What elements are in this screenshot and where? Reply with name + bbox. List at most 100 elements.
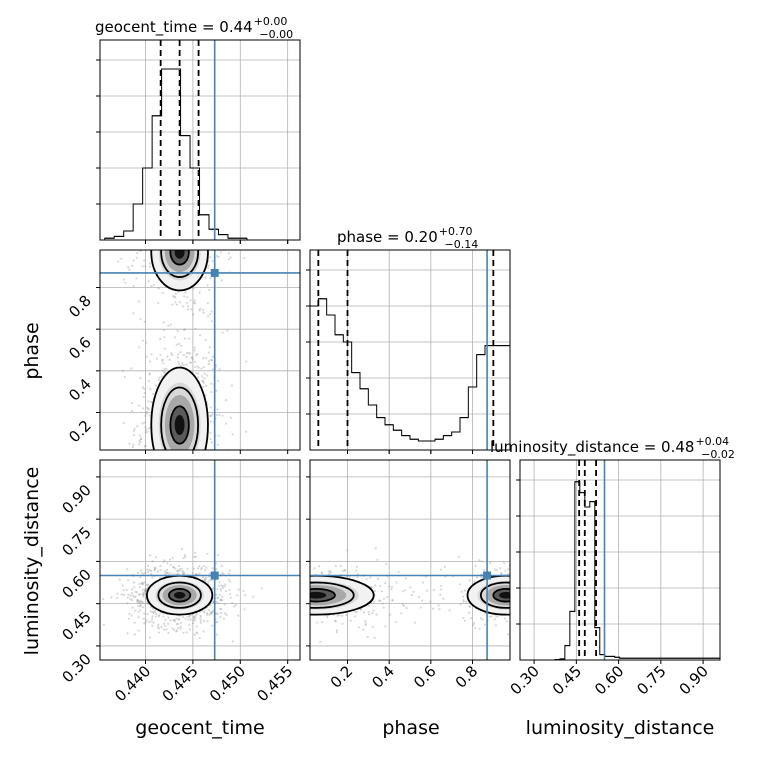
sample-point-luminosity_distance_vs_phase-1-184 (514, 598, 516, 600)
hist-frame-geocent_time (99, 39, 301, 241)
sample-point-luminosity_distance_vs_phase-1-222 (513, 600, 515, 602)
sample-point-luminosity_distance_vs_geocent_time-0-612 (137, 571, 140, 575)
contour-luminosity_distance_vs_geocent_time-0-2 (168, 587, 192, 603)
sample-point-phase_vs_geocent_time-0-601 (128, 470, 130, 472)
sample-point-luminosity_distance_vs_geocent_time-0-196 (171, 627, 174, 630)
sample-point-phase_vs_geocent_time-0-45 (175, 343, 178, 346)
sample-point-phase_vs_geocent_time-1-306 (181, 305, 184, 308)
sample-point-phase_vs_geocent_time-1-237 (178, 247, 180, 249)
truth-marker-luminosity_distance_vs_phase (483, 571, 492, 580)
sample-point-luminosity_distance_vs_geocent_time-0-710 (143, 581, 147, 584)
sample-point-phase_vs_geocent_time-0-54 (136, 425, 139, 428)
sample-point-phase_vs_geocent_time-0-525 (148, 457, 150, 459)
sample-point-luminosity_distance_vs_phase-0-37 (241, 597, 243, 599)
sample-point-phase_vs_geocent_time-1-404 (181, 208, 183, 210)
sample-point-luminosity_distance_vs_phase-1-51 (527, 591, 529, 593)
sample-point-luminosity_distance_vs_phase-1-169 (460, 590, 464, 593)
sample-point-luminosity_distance_vs_geocent_time-0-6 (166, 562, 169, 565)
sample-point-luminosity_distance_vs_geocent_time-0-550 (140, 582, 143, 585)
sample-point-luminosity_distance_vs_phase-1-168 (523, 627, 525, 629)
sample-point-luminosity_distance_vs_phase-0-395 (329, 571, 332, 574)
sample-point-luminosity_distance_vs_phase-1-300 (515, 571, 517, 573)
sample-point-luminosity_distance_vs_geocent_time-0-544 (199, 616, 202, 620)
sample-point-luminosity_distance_vs_phase-0-210 (349, 619, 352, 622)
sample-point-luminosity_distance_vs_geocent_time-0-275 (181, 570, 184, 573)
sample-point-luminosity_distance_vs_geocent_time-0-609 (141, 583, 144, 586)
sample-point-luminosity_distance_vs_geocent_time-0-58 (180, 567, 183, 570)
sample-point-phase_vs_geocent_time-1-263 (215, 142, 217, 144)
sample-point-luminosity_distance_vs_phase-1-109 (524, 571, 526, 573)
sample-point-luminosity_distance_vs_phase-1-45 (473, 580, 476, 583)
sample-point-luminosity_distance_vs_phase-1-354 (562, 558, 564, 560)
sample-point-luminosity_distance_vs_phase-0-163 (293, 621, 295, 623)
sample-point-luminosity_distance_vs_geocent_time-0-129 (126, 602, 129, 605)
sample-point-phase_vs_geocent_time-1-183 (150, 214, 152, 216)
contour-phase_vs_geocent_time-1-1 (160, 250, 199, 278)
sample-point-luminosity_distance_vs_phase-1-226 (496, 615, 499, 618)
sample-point-phase_vs_geocent_time-0-333 (131, 446, 134, 449)
sample-point-luminosity_distance_vs_geocent_time-0-565 (215, 600, 218, 604)
sample-point-phase_vs_geocent_time-0-147 (189, 361, 192, 364)
sample-point-phase_vs_geocent_time-1-78 (184, 218, 186, 220)
sample-point-phase_vs_geocent_time-0-250 (157, 379, 160, 382)
sample-point-luminosity_distance_vs_phase-0-162 (294, 585, 296, 587)
sample-point-luminosity_distance_vs_phase-1-111 (523, 601, 525, 603)
sample-point-luminosity_distance_vs_geocent_time-0-66 (138, 593, 141, 596)
sample-point-luminosity_distance_vs_phase-1-194 (515, 574, 517, 576)
sample-point-luminosity_distance_vs_geocent_time-0-406 (150, 569, 153, 573)
sample-point-phase_vs_geocent_time-1-190 (185, 217, 187, 219)
sample-point-luminosity_distance_vs_geocent_time-0-310 (145, 583, 148, 587)
sample-point-luminosity_distance_vs_geocent_time-0-696 (215, 633, 219, 636)
sample-point-luminosity_distance_vs_geocent_time-0-332 (142, 593, 146, 596)
sample-point-luminosity_distance_vs_phase-1-240 (483, 568, 486, 572)
tick-label-x-p2-2: 0.6 (410, 662, 440, 692)
sample-point-luminosity_distance_vs_geocent_time-0-192 (220, 599, 223, 602)
sample-point-luminosity_distance_vs_phase-0-363 (357, 626, 361, 629)
sample-point-luminosity_distance_vs_phase-1-311 (578, 606, 580, 608)
sample-point-luminosity_distance_vs_phase-1-172 (534, 616, 536, 618)
sample-point-phase_vs_geocent_time-1-343 (120, 257, 123, 260)
sample-point-phase_vs_geocent_time-0-132 (167, 464, 169, 466)
sample-point-luminosity_distance_vs_phase-1-171 (493, 618, 497, 621)
sample-point-luminosity_distance_vs_geocent_time-0-628 (141, 600, 144, 604)
sample-point-phase_vs_geocent_time-0-371 (165, 367, 168, 370)
sample-point-luminosity_distance_vs_phase-1-22 (527, 601, 529, 603)
sample-point-luminosity_distance_vs_phase-0-465 (335, 629, 339, 632)
sample-point-luminosity_distance_vs_geocent_time-0-640 (150, 620, 153, 623)
sample-point-luminosity_distance_vs_phase-1-224 (474, 627, 477, 630)
sample-point-phase_vs_geocent_time-0-217 (216, 443, 219, 446)
sample-point-luminosity_distance_vs_geocent_time-0-69 (150, 573, 153, 576)
sample-point-luminosity_distance_vs_geocent_time-0-687 (149, 554, 152, 557)
sample-point-phase_vs_geocent_time-0-275 (141, 422, 144, 425)
sample-point-phase_vs_geocent_time-0-547 (202, 385, 205, 388)
sample-point-luminosity_distance_vs_geocent_time-0-88 (142, 582, 145, 586)
contour-luminosity_distance_vs_phase-1-1 (479, 581, 510, 609)
sample-point-phase_vs_geocent_time-0-383 (211, 413, 214, 416)
sample-point-luminosity_distance_vs_phase-1-173 (547, 590, 549, 592)
sample-point-phase_vs_geocent_time-1-252 (136, 251, 139, 255)
sample-point-phase_vs_geocent_time-1-262 (208, 288, 211, 292)
sample-point-luminosity_distance_vs_geocent_time-0-449 (182, 570, 185, 574)
sample-point-luminosity_distance_vs_phase-0-295 (271, 594, 273, 596)
sample-point-luminosity_distance_vs_phase-0-239 (294, 570, 296, 572)
sample-point-luminosity_distance_vs_phase-0-391 (320, 572, 323, 575)
sample-point-luminosity_distance_vs_geocent_time-0-749 (172, 566, 175, 569)
sample-point-luminosity_distance_vs_phase-1-196 (570, 605, 572, 607)
sample-point-luminosity_distance_vs_geocent_time-0-435 (215, 568, 218, 571)
sample-point-luminosity_distance_vs_phase-1-1 (483, 623, 486, 626)
sample-point-phase_vs_geocent_time-0-519 (133, 472, 135, 474)
sample-point-luminosity_distance_vs_geocent_time-0-647 (172, 566, 175, 569)
sample-point-phase_vs_geocent_time-1-338 (192, 287, 195, 290)
sample-point-luminosity_distance_vs_phase-0-434 (334, 619, 337, 623)
sample-point-luminosity_distance_vs_geocent_time-0-505 (222, 573, 225, 576)
sample-point-phase_vs_geocent_time-0-460 (169, 323, 172, 326)
sample-point-phase_vs_geocent_time-1-349 (109, 243, 111, 245)
tick-label-x-p1-3: 0.455 (253, 662, 296, 705)
sample-point-luminosity_distance_vs_geocent_time-0-390 (198, 565, 201, 568)
sample-point-phase_vs_geocent_time-0-122 (146, 430, 149, 433)
sample-point-luminosity_distance_vs_phase-0-251 (373, 600, 376, 603)
sample-point-luminosity_distance_vs_phase-0-73 (384, 581, 387, 585)
hist-panel-phase (306, 250, 510, 454)
sample-point-luminosity_distance_vs_phase-1-298 (515, 593, 517, 595)
sample-point-phase_vs_geocent_time-0-540 (148, 373, 151, 376)
